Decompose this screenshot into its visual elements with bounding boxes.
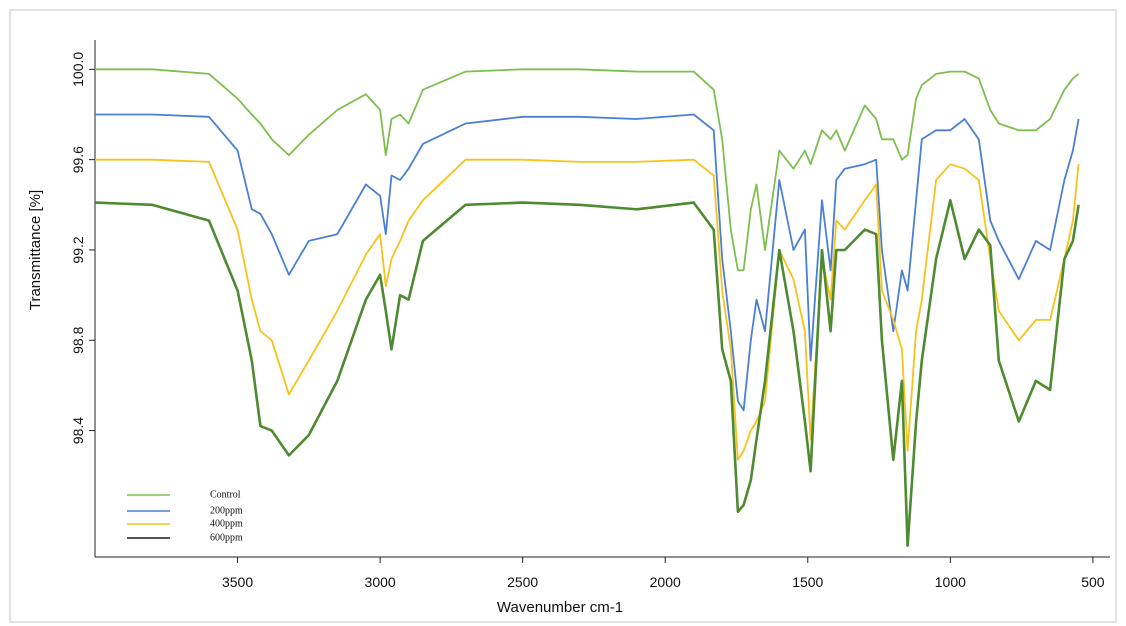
x-tick-label: 500 xyxy=(1081,574,1105,590)
x-tick-label: 3500 xyxy=(222,574,253,590)
y-tick-label: 98.4 xyxy=(70,417,86,444)
x-tick-label: 1000 xyxy=(935,574,966,590)
series-line xyxy=(95,68,1080,272)
x-tick-label: 3000 xyxy=(365,574,396,590)
series-line xyxy=(94,199,1080,547)
x-tick-label: 2500 xyxy=(507,574,538,590)
x-tick-label: 2000 xyxy=(650,574,681,590)
legend-label: 200ppm xyxy=(210,505,243,516)
y-axis-title: Transmittance [%] xyxy=(27,190,44,310)
x-tick-label: 1500 xyxy=(792,574,823,590)
legend-label: 400ppm xyxy=(210,518,243,529)
legend-label: Control xyxy=(210,489,241,500)
frame xyxy=(9,9,1117,623)
x-axis-title: Wavenumber cm-1 xyxy=(497,599,623,616)
y-tick-label: 99.6 xyxy=(70,146,86,173)
y-tick-label: 100.0 xyxy=(70,52,86,87)
y-tick-label: 99.2 xyxy=(70,236,86,263)
y-tick-label: 98.8 xyxy=(70,326,86,353)
legend-label: 600ppm xyxy=(210,532,243,543)
series-line xyxy=(95,113,1080,412)
